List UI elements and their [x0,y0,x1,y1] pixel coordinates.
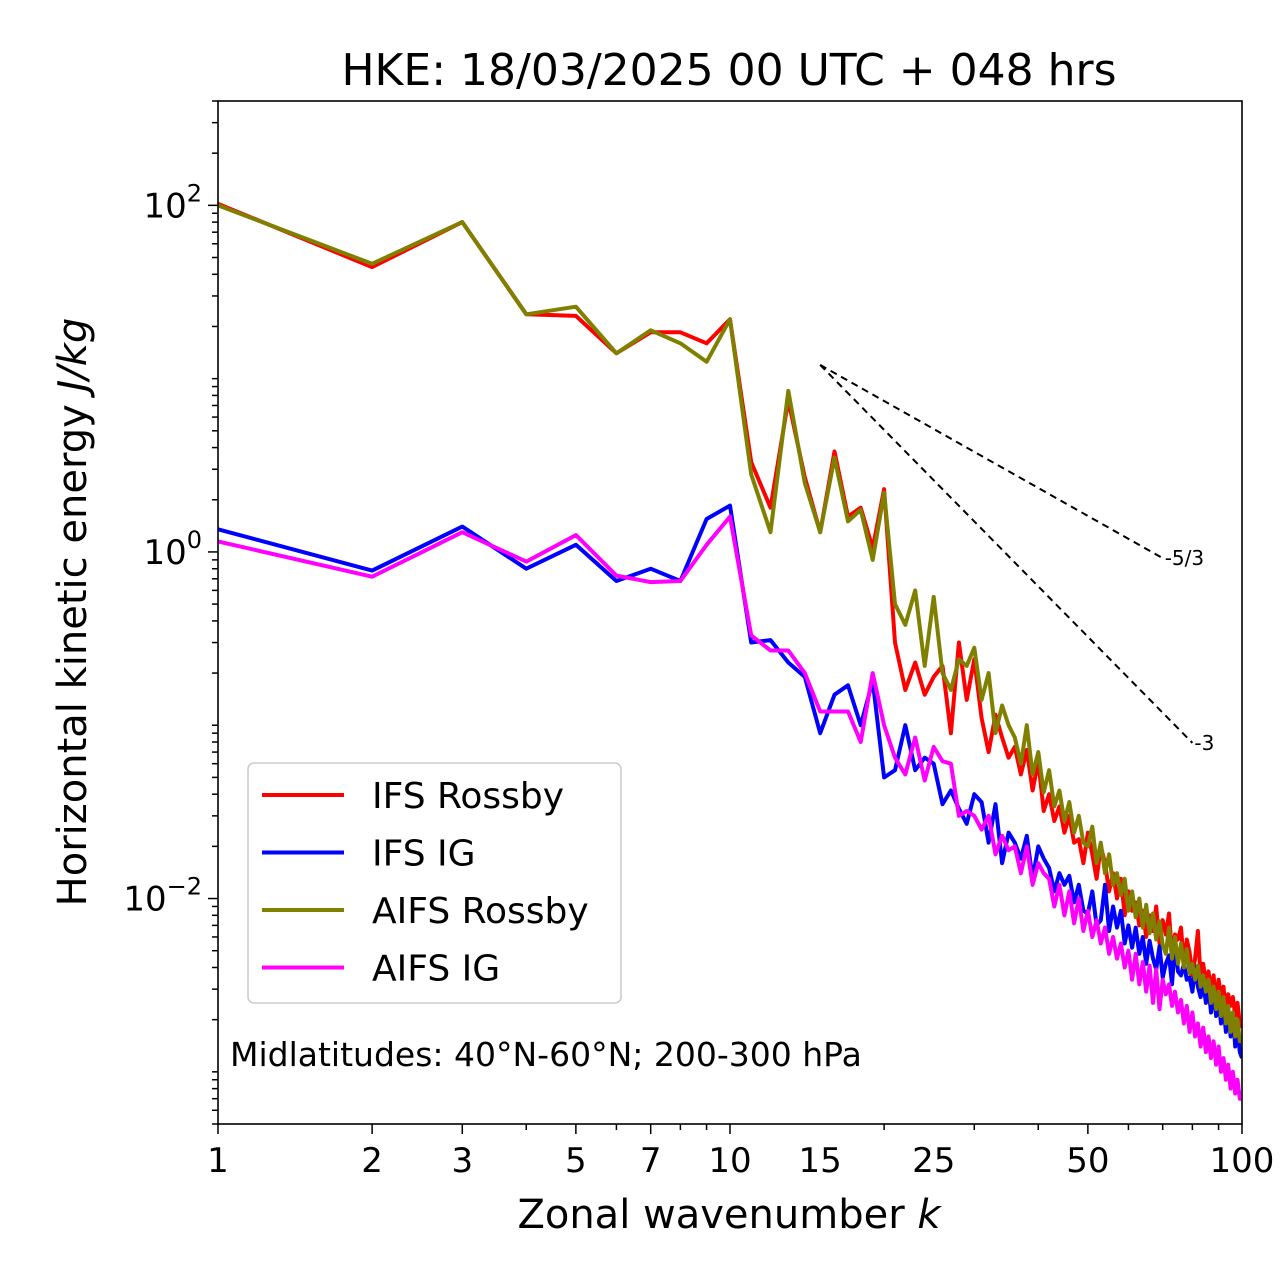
legend: IFS Rossby IFS IG AIFS Rossby AIFS IG [247,762,622,1004]
x-axis-label: Zonal wavenumber k [517,1192,942,1238]
reference-slope-lines [819,364,1194,744]
y-tick-label: 100 [143,526,202,573]
legend-label-aifs-rossby: AIFS Rossby [372,891,589,932]
axis-ticks [208,100,1243,1134]
x-tick-label: 15 [799,1141,842,1181]
legend-box [247,762,622,1004]
reference-line-label-1: -5/3 [1165,546,1204,570]
legend-label-ifs-ig: IFS IG [372,834,476,875]
y-tick-label: 10−2 [123,873,202,920]
region-annotation: Midlatitudes: 40°N-60°N; 200-300 hPa [230,1035,862,1074]
reference-line-1 [819,364,1164,560]
reference-line-label-2: -3 [1194,731,1214,755]
x-tick-label: 10 [708,1141,751,1181]
x-tick-labels: 1 2 3 5 7 10 15 25 50 100 [207,1141,1274,1181]
y-tick-label: 102 [143,179,202,226]
x-tick-label: 100 [1210,1141,1275,1181]
x-tick-label: 7 [640,1141,662,1181]
series-line-ifs-ig [218,503,1242,1059]
y-axis-label: Horizontal kinetic energy J/kg [50,318,96,907]
series-line-aifs-rossby [218,203,1242,1044]
y-tick-labels: 102 100 10−2 [123,179,202,919]
x-tick-label: 5 [565,1141,587,1181]
legend-label-ifs-rossby: IFS Rossby [372,776,564,817]
reference-line-2 [819,364,1194,744]
x-tick-label: 25 [912,1141,955,1181]
x-tick-label: 1 [207,1141,229,1181]
series-layer [218,201,1242,1101]
x-tick-label: 2 [361,1141,383,1181]
x-tick-label: 3 [451,1141,473,1181]
x-tick-label: 50 [1066,1141,1109,1181]
series-line-aifs-ig [218,514,1242,1101]
legend-label-aifs-ig: AIFS IG [372,949,500,990]
reference-slope-labels: -5/3 -3 [1165,546,1215,755]
chart-title: HKE: 18/03/2025 00 UTC + 048 hrs [341,45,1116,96]
